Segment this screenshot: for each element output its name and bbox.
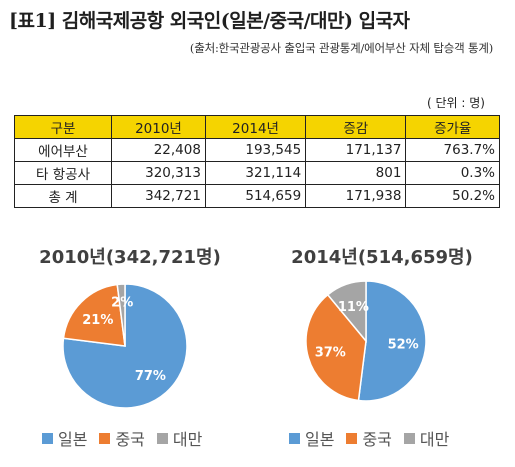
table-header-row: 구분 2010년 2014년 증감 증가율 bbox=[13, 115, 500, 139]
pie-slice-taiwan bbox=[116, 283, 126, 347]
legend-swatch-japan bbox=[289, 432, 300, 444]
table-cell: 0.3% bbox=[405, 161, 500, 185]
data-label-china: 37% bbox=[315, 345, 346, 360]
pie-slice-china bbox=[305, 293, 367, 402]
column-header: 구분 bbox=[13, 115, 113, 139]
pie-slice-taiwan bbox=[326, 280, 367, 344]
chart-title-2010: 2010년(342,721명) bbox=[39, 247, 221, 268]
column-header: 증가율 bbox=[405, 115, 500, 139]
pie-chart-2014: 52% 37% 11% bbox=[305, 280, 427, 402]
legend-swatch-taiwan bbox=[156, 432, 168, 444]
source-note: (출처:한국관광공사 출입국 관광통계/에어부산 자체 탑승객 통계) bbox=[189, 41, 493, 55]
legend-item: 대만 bbox=[403, 426, 450, 450]
legend-item: 대만 bbox=[156, 426, 203, 450]
legend-item: 일본 bbox=[289, 426, 334, 450]
table-cell: 171,137 bbox=[305, 138, 407, 162]
legend-label: 일본 bbox=[305, 430, 335, 449]
table-cell: 50.2% bbox=[405, 184, 500, 208]
data-label-japan: 77% bbox=[135, 369, 166, 384]
legend-2010: 일본 중국 대만 bbox=[42, 426, 202, 450]
pie-slice-china bbox=[62, 283, 126, 347]
chart-title-2014: 2014년(514,659명) bbox=[291, 247, 473, 268]
table-cell: 320,313 bbox=[111, 161, 206, 185]
table-cell: 193,545 bbox=[204, 138, 307, 162]
legend-label: 중국 bbox=[115, 430, 145, 449]
table-row: 타 항공사 320,313 321,114 801 0.3% bbox=[13, 161, 500, 185]
legend-label: 일본 bbox=[58, 430, 88, 449]
column-header: 2010년 bbox=[111, 115, 206, 139]
legend-swatch-china bbox=[99, 432, 111, 444]
legend-item: 중국 bbox=[99, 426, 145, 450]
legend-2014: 일본 중국 대만 bbox=[289, 426, 449, 450]
pie-chart-2010: 77% 21% 2% bbox=[62, 283, 188, 409]
legend-label: 대만 bbox=[172, 430, 203, 449]
data-label-japan: 52% bbox=[388, 337, 419, 352]
legend-label: 중국 bbox=[362, 430, 392, 449]
column-header: 2014년 bbox=[204, 115, 307, 139]
legend-item: 중국 bbox=[346, 426, 392, 450]
data-label-taiwan: 2% bbox=[111, 295, 133, 310]
table-cell: 514,659 bbox=[204, 184, 307, 208]
row-label: 총 계 bbox=[13, 184, 113, 208]
data-label-china: 21% bbox=[82, 313, 113, 328]
legend-item: 일본 bbox=[42, 426, 87, 450]
column-header: 증감 bbox=[305, 115, 407, 139]
legend-swatch-japan bbox=[42, 432, 53, 444]
legend-label: 대만 bbox=[419, 430, 450, 449]
table-cell: 22,408 bbox=[111, 138, 206, 162]
pie-slice-japan bbox=[357, 280, 427, 402]
table-row: 총 계 342,721 514,659 171,938 50.2% bbox=[13, 184, 500, 208]
table-cell: 171,938 bbox=[305, 184, 407, 208]
legend-swatch-china bbox=[346, 432, 358, 444]
unit-label: ( 단위 : 명) bbox=[427, 96, 485, 110]
table-cell: 763.7% bbox=[405, 138, 500, 162]
table-cell: 801 bbox=[305, 161, 407, 185]
row-label: 에어부산 bbox=[13, 138, 113, 162]
page-title: [표1] 김해국제공항 외국인(일본/중국/대만) 입국자 bbox=[9, 10, 410, 32]
table-cell: 342,721 bbox=[111, 184, 206, 208]
arrivals-table: 구분 2010년 2014년 증감 증가율 에어부산 22,408 193,54… bbox=[13, 115, 500, 208]
legend-swatch-taiwan bbox=[403, 432, 415, 444]
table-row: 에어부산 22,408 193,545 171,137 763.7% bbox=[13, 138, 500, 162]
row-label: 타 항공사 bbox=[13, 161, 113, 185]
data-label-taiwan: 11% bbox=[338, 300, 369, 315]
table-cell: 321,114 bbox=[204, 161, 307, 185]
